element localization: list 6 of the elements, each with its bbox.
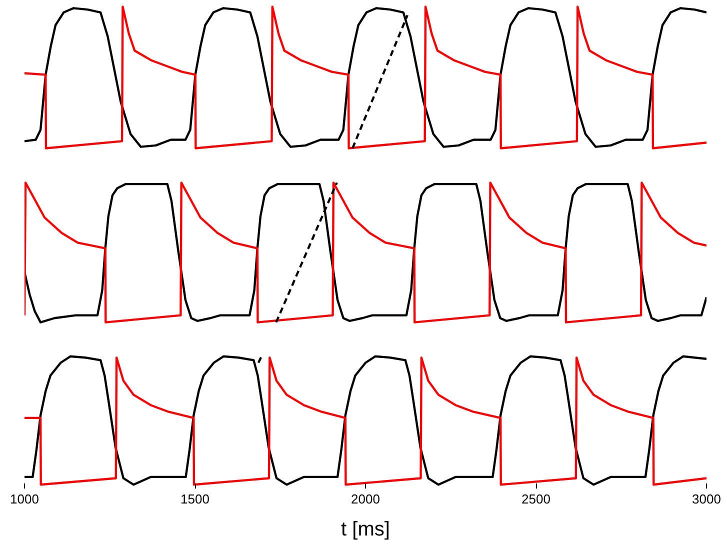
x-axis-title: t [ms] — [341, 518, 390, 540]
x-tick-label: 2000 — [351, 492, 380, 506]
x-tick-label: 1000 — [10, 492, 39, 506]
x-tick-label: 1500 — [180, 492, 210, 506]
x-tick-label: 3000 — [692, 492, 721, 506]
x-tick-label: 2500 — [522, 492, 550, 506]
